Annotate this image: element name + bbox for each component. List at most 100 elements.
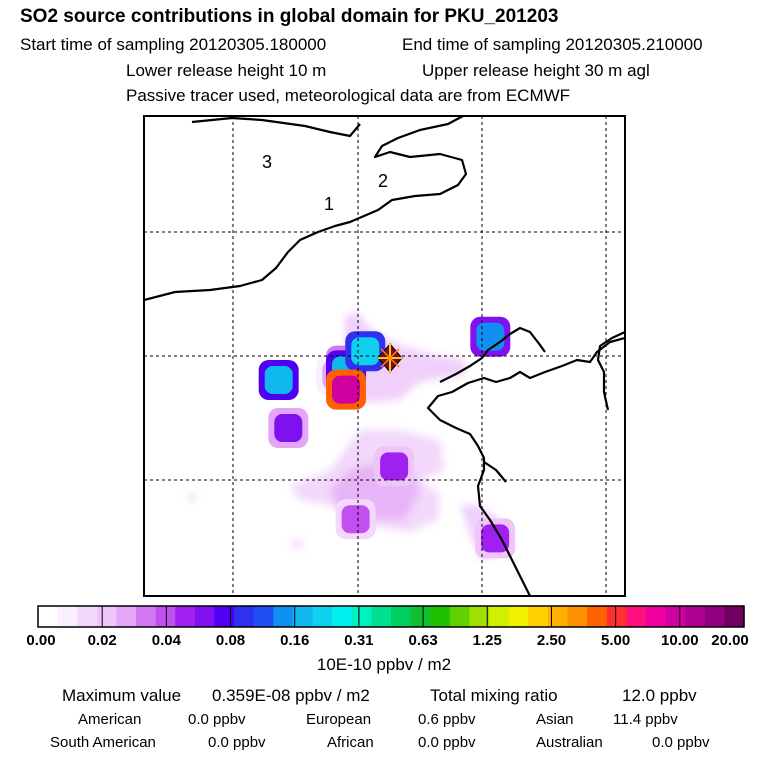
colorbar-swatch (77, 606, 98, 627)
colorbar-swatch (312, 606, 333, 627)
coast-stub (483, 461, 507, 483)
colorbar-swatch (626, 606, 647, 627)
region-name-asian: Asian (536, 711, 574, 728)
concentration-cell (470, 316, 511, 357)
colorbar-tick-label: 20.00 (711, 632, 749, 649)
concentration-cell (268, 408, 309, 448)
colorbar-swatch (449, 606, 471, 627)
region-value-asian: 11.4 ppbv (613, 711, 678, 728)
colorbar-swatch (351, 606, 372, 627)
concentration-cell-core (481, 524, 510, 553)
concentration-cell (335, 499, 376, 540)
region-name-american: American (78, 711, 142, 728)
colorbar-swatch (528, 606, 549, 627)
colorbar-swatch (116, 606, 137, 627)
concentration-cell-core (341, 505, 370, 534)
colorbar-tick-label: 0.04 (151, 632, 181, 649)
colorbar-swatch (567, 606, 588, 627)
sampling-start: Start time of sampling 20120305.180000 (20, 35, 327, 54)
colorbar-swatch (430, 606, 451, 627)
concentration-cell-core (476, 322, 505, 351)
colorbar (38, 606, 745, 627)
korea-coast (596, 331, 625, 411)
concentration-cells (258, 316, 516, 559)
colorbar-swatch (606, 606, 627, 627)
coastlines-borders (144, 116, 625, 596)
max-value: 0.359E-08 ppbv / m2 (212, 686, 370, 705)
colorbar-swatch (645, 606, 667, 627)
colorbar-swatch (253, 606, 274, 627)
tracer-note: Passive tracer used, meteorological data… (126, 86, 571, 105)
colorbar-swatch (508, 606, 529, 627)
colorbar-frame (37, 605, 745, 628)
concentration-cell-core (264, 366, 293, 394)
concentration-cell (345, 331, 386, 372)
plume-south-speck (292, 540, 302, 548)
colorbar-swatch (38, 606, 59, 627)
concentration-cell-core (274, 414, 303, 442)
colorbar-tick-label: 10.00 (661, 632, 699, 649)
receptor-diag-2 (380, 348, 400, 368)
plume-far-west-speck (188, 495, 196, 500)
receptor-marker (377, 343, 403, 373)
colorbar-swatch (469, 606, 490, 627)
region-name-australian: Australian (536, 734, 603, 751)
colorbar-tick-label: 0.63 (408, 632, 438, 649)
colorbar-swatch (547, 606, 569, 627)
colorbar-swatch (57, 606, 78, 627)
bohai-coast (426, 336, 625, 596)
region-value-american: 0.0 ppbv (188, 711, 246, 728)
colorbar-swatch (724, 606, 745, 627)
concentration-cell (258, 360, 299, 400)
colorbar-swatch (234, 606, 255, 627)
total-mixing-value: 12.0 ppbv (622, 686, 697, 705)
region-label-2: 2 (378, 171, 388, 191)
region-name-south-american: South American (50, 734, 156, 751)
liaodong-peninsula (439, 326, 546, 383)
colorbar-tick-label: 0.08 (215, 632, 246, 649)
region-label-3: 3 (262, 152, 272, 172)
colorbar-swatch (214, 606, 235, 627)
colorbar-swatch (489, 606, 510, 627)
concentration-cell-core (332, 375, 361, 404)
colorbar-swatch (371, 606, 392, 627)
colorbar-swatch (194, 606, 216, 627)
colorbar-tick-label: 0.00 (26, 632, 56, 649)
colorbar-tick-label: 0.02 (87, 632, 117, 649)
colorbar-swatch (665, 606, 686, 627)
region-name-african: African (327, 734, 374, 751)
concentration-cell-core (380, 452, 409, 481)
colorbar-tick-label: 0.31 (344, 632, 374, 649)
mongolia-china-border (144, 116, 468, 302)
colorbar-tick-label: 2.50 (536, 632, 567, 649)
concentration-cell (326, 369, 367, 410)
northern-border (191, 116, 361, 138)
sampling-end: End time of sampling 20120305.210000 (402, 35, 703, 54)
colorbar-tick-label: 0.16 (280, 632, 310, 649)
region-value-european: 0.6 ppbv (418, 711, 476, 728)
colorbar-swatch (292, 606, 314, 627)
max-value-label: Maximum value (62, 686, 182, 705)
colorbar-swatch (273, 606, 294, 627)
colorbar-tick-label: 5.00 (601, 632, 631, 649)
colorbar-swatch (136, 606, 157, 627)
region-name-european: European (306, 711, 372, 728)
colorbar-swatch (587, 606, 608, 627)
map-frame (143, 115, 626, 597)
colorbar-units: 10E-10 ppbv / m2 (316, 655, 452, 674)
colorbar-swatch (332, 606, 353, 627)
region-label-1: 1 (324, 194, 334, 214)
colorbar-swatch (410, 606, 431, 627)
colorbar-swatch (391, 606, 412, 627)
lower-release-height: Lower release height 10 m (126, 61, 327, 80)
region-value-australian: 0.0 ppbv (652, 734, 710, 751)
colorbar-swatch (175, 606, 196, 627)
colorbar-swatch (685, 606, 706, 627)
total-mixing-label: Total mixing ratio (430, 686, 558, 705)
upper-release-height: Upper release height 30 m agl (422, 61, 650, 80)
concentration-cell (374, 446, 415, 487)
colorbar-swatch (704, 606, 725, 627)
region-value-south-american: 0.0 ppbv (208, 734, 266, 751)
region-value-african: 0.0 ppbv (418, 734, 476, 751)
